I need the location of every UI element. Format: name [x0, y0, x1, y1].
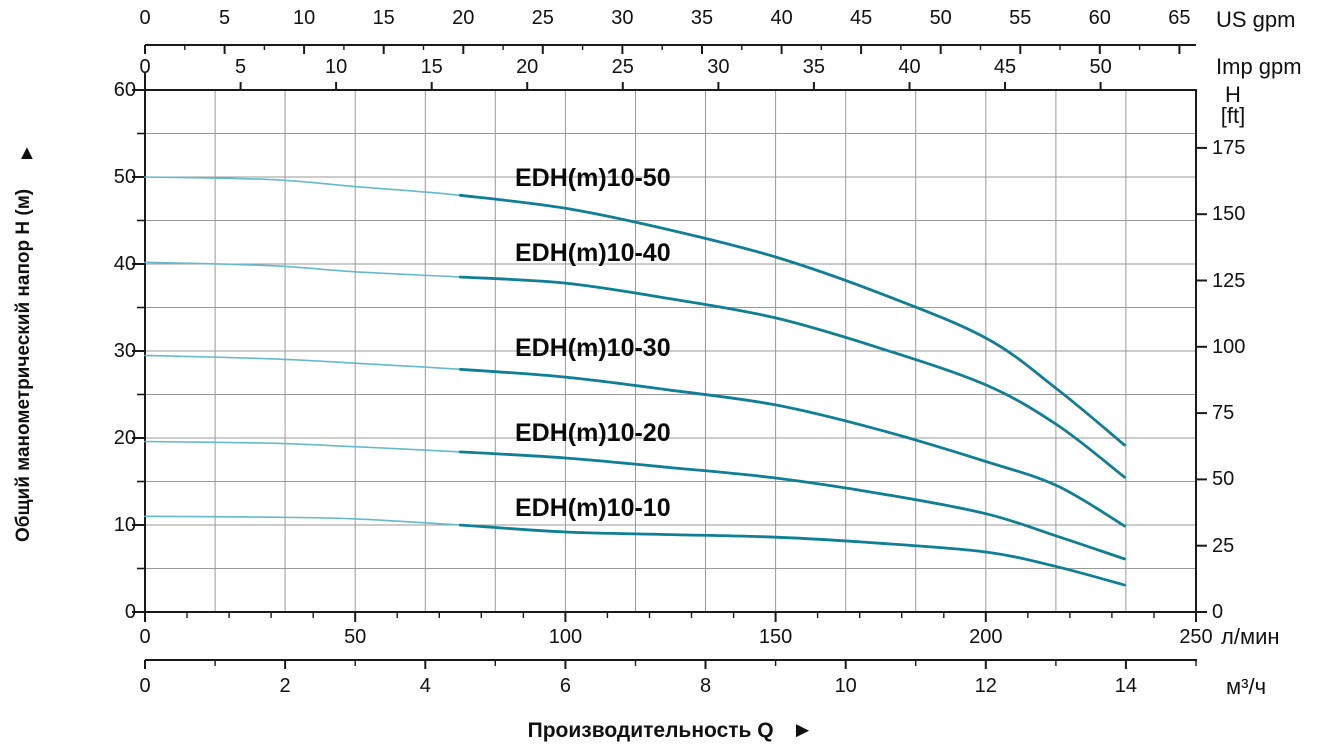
head-ft-tick-label: 75 [1212, 402, 1235, 425]
imp-gpm-tick-label: 40 [898, 56, 921, 78]
head-m-tick-label: 0 [124, 601, 136, 623]
m3h-tick-label: 8 [699, 675, 712, 697]
imp-gpm-tick-label: 35 [802, 56, 826, 78]
lmin-tick-label: 0 [139, 626, 151, 648]
head-ft-tick-label: 175 [1212, 136, 1246, 159]
x-axis-title-text: Производительность Q [527, 719, 774, 742]
head-m-tick-label: 20 [113, 427, 136, 449]
curve-label: EDH(m)10-40 [515, 239, 671, 268]
head-m-tick-label: 40 [113, 253, 136, 275]
pump-curve [458, 275, 1126, 479]
us-gpm-tick-label: 0 [139, 7, 151, 29]
lmin-tick-label: 200 [969, 626, 1003, 648]
us-gpm-tick-label: 5 [219, 7, 231, 29]
us-gpm-tick-label: 20 [452, 7, 475, 29]
imp-gpm-tick-label: 0 [139, 56, 151, 78]
pump-curve [458, 523, 1126, 587]
head-m-tick-label: 30 [113, 340, 136, 362]
imp-gpm-tick-label: 50 [1089, 56, 1112, 78]
us-gpm-tick-label: 45 [849, 7, 873, 29]
us-gpm-tick-label: 15 [372, 7, 395, 29]
m3h-tick-label: 14 [1114, 675, 1138, 697]
lmin-tick-label: 100 [548, 626, 583, 648]
lmin-unit-label: л/мин [1221, 624, 1280, 649]
lmin-tick-label: 150 [758, 626, 793, 648]
imp-gpm-tick-label: 25 [611, 56, 634, 78]
pump-curve [458, 193, 1126, 447]
imp-gpm-tick-label: 5 [235, 56, 247, 78]
head-ft-tick-label: 25 [1212, 534, 1235, 557]
us-gpm-tick-label: 30 [611, 7, 634, 29]
m3h-tick-label: 0 [139, 675, 151, 697]
head-ft-tick-label: 50 [1212, 468, 1235, 491]
us-gpm-tick-label: 55 [1009, 7, 1032, 29]
x-axis-title: Производительность Q ► [145, 717, 1196, 743]
lmin-tick-label: 50 [344, 626, 367, 648]
us-gpm-tick-label: 35 [690, 7, 714, 29]
us-gpm-tick-label: 50 [929, 7, 952, 29]
us-gpm-tick-label: 40 [770, 7, 793, 29]
head-m-tick-label: 10 [113, 514, 136, 536]
head-ft-unit-ft: [ft] [1220, 103, 1246, 128]
pump-curve [458, 450, 1126, 561]
right-arrow-icon: ► [791, 717, 814, 742]
curve-label: EDH(m)10-20 [515, 419, 671, 448]
m3h-tick-label: 2 [279, 675, 291, 697]
imp-gpm-tick-label: 10 [324, 56, 348, 78]
y-axis-title: Общий манометрический напор H (м) [13, 188, 34, 542]
us-gpm-tick-label: 65 [1168, 7, 1191, 29]
imp-gpm-tick-label: 15 [420, 56, 443, 78]
imp-gpm-tick-label: 20 [516, 56, 539, 78]
us-gpm-tick-label: 10 [292, 7, 316, 29]
m3h-tick-label: 4 [419, 675, 431, 697]
imp-gpm-tick-label: 45 [993, 56, 1017, 78]
m3h-tick-label: 12 [974, 675, 997, 697]
m3h-tick-label: 10 [834, 675, 857, 697]
head-ft-tick-label: 100 [1212, 335, 1246, 358]
us-gpm-tick-label: 25 [531, 7, 554, 29]
head-m-tick-label: 50 [113, 166, 136, 188]
head-ft-tick-label: 125 [1212, 269, 1246, 292]
head-m-tick-label: 60 [113, 79, 136, 101]
head-ft-tick-label: 0 [1212, 601, 1224, 623]
m3h-tick-label: 6 [559, 675, 571, 697]
m3h-unit-label: м³/ч [1226, 674, 1267, 699]
pump-curve [458, 367, 1126, 528]
head-ft-tick-label: 150 [1212, 203, 1246, 226]
curve-label: EDH(m)10-50 [515, 163, 671, 192]
up-arrow-icon: ▲ [17, 142, 37, 164]
curve-label: EDH(m)10-10 [515, 494, 671, 523]
imp-gpm-tick-label: 30 [707, 56, 730, 78]
curve-label: EDH(m)10-30 [515, 334, 671, 362]
imp-gpm-unit-label: Imp gpm [1216, 54, 1302, 79]
us-gpm-tick-label: 60 [1088, 7, 1111, 29]
lmin-tick-label: 250 [1179, 626, 1213, 648]
us-gpm-unit-label: US gpm [1216, 7, 1296, 32]
head-ft-unit-h: H [1225, 82, 1241, 107]
